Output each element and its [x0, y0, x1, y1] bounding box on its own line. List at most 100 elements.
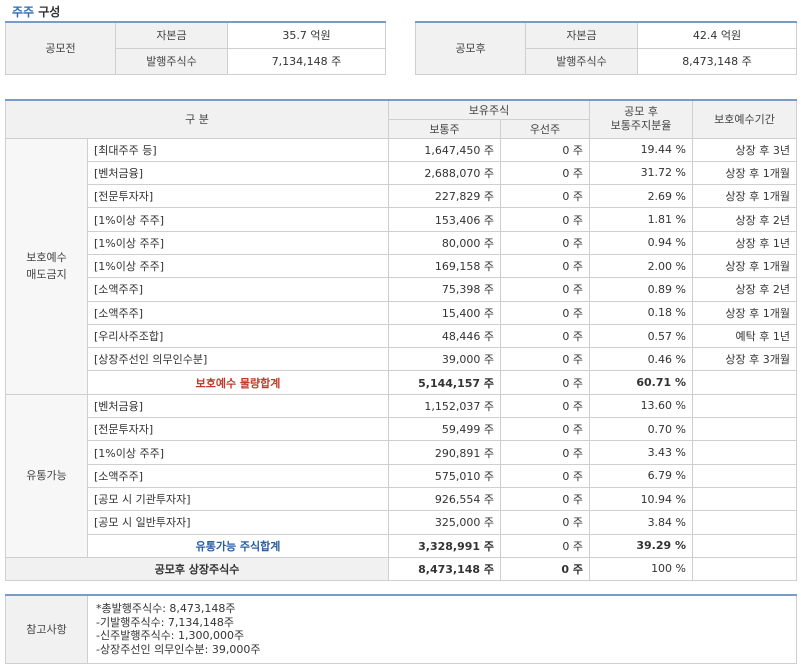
ownership-ratio: 6.79 %: [589, 463, 694, 488]
lockup-period: 상장 후 1개월: [692, 160, 798, 186]
capital-after-shares-value: 8,473,148 주: [637, 47, 797, 75]
lockup-period-empty: [692, 486, 798, 512]
grand-total-period-empty: [692, 556, 798, 582]
grand-total-common: 8,473,148 주: [388, 556, 501, 582]
lockup-period: 예탁 후 1년: [692, 323, 798, 349]
ownership-ratio: 3.84 %: [589, 510, 694, 535]
ownership-ratio: 0.89 %: [589, 277, 694, 302]
tradable-subtotal-ratio: 39.29 %: [589, 533, 694, 558]
tradable-group-label: 유통가능: [5, 393, 88, 558]
preferred-shares: 0 주: [499, 137, 591, 162]
common-shares: 80,000 주: [388, 230, 501, 255]
lockup-period-empty: [692, 463, 798, 488]
page-title-rest: 구성: [34, 5, 61, 19]
ownership-ratio: 0.94 %: [589, 230, 694, 255]
header-holdings: 보유주식: [387, 99, 591, 120]
common-shares: 1,647,450 주: [388, 137, 501, 162]
notes-table: 참고사항 *총발행주식수: 8,473,148주 -기발행주식수: 7,134,1…: [5, 594, 797, 664]
common-shares: 153,406 주: [388, 207, 501, 232]
ownership-ratio: 0.70 %: [589, 417, 694, 442]
lockup-period: 상장 후 1년: [692, 230, 798, 255]
capital-after-table: 공모후 자본금 42.4 억원 발행주식수 8,473,148 주: [415, 21, 797, 75]
lockup-period: 상장 후 3년: [692, 137, 798, 162]
tradable-subtotal-preferred: 0 주: [499, 533, 591, 558]
preferred-shares: 0 주: [499, 300, 591, 325]
ownership-ratio: 31.72 %: [589, 160, 694, 186]
lockup-period: 상장 후 1개월: [692, 300, 798, 325]
capital-after-capital-value: 42.4 억원: [637, 21, 797, 49]
page-title: 주주 구성: [12, 3, 60, 20]
common-shares: 2,688,070 주: [388, 160, 501, 186]
holder-name: [1%이상 주주]: [87, 253, 389, 279]
common-shares: 48,446 주: [388, 323, 501, 349]
header-ratio: 공모 후 보통주지분율: [589, 99, 694, 139]
holder-name: [공모 시 일반투자자]: [87, 510, 389, 535]
holder-name: [1%이상 주주]: [87, 230, 389, 255]
locked-group-line1: 보호예수: [26, 251, 67, 265]
notes-label: 참고사항: [5, 594, 88, 664]
holder-name: [소액주주]: [87, 277, 389, 302]
holder-name: [벤처금융]: [87, 160, 389, 186]
capital-before-capital-label: 자본금: [115, 21, 228, 49]
common-shares: 290,891 주: [388, 440, 501, 465]
lockup-period: 상장 후 3개월: [692, 347, 798, 372]
lockup-period: 상장 후 1개월: [692, 253, 798, 279]
capital-after-label: 공모후: [415, 21, 526, 75]
lockup-period-empty: [692, 417, 798, 442]
preferred-shares: 0 주: [499, 463, 591, 488]
common-shares: 325,000 주: [388, 510, 501, 535]
note-line: -기발행주식수: 7,134,148주: [96, 615, 234, 629]
locked-subtotal-common: 5,144,157 주: [388, 370, 501, 395]
preferred-shares: 0 주: [499, 207, 591, 232]
capital-before-capital-value: 35.7 억원: [227, 21, 386, 49]
capital-before-label: 공모전: [5, 21, 116, 75]
common-shares: 15,400 주: [388, 300, 501, 325]
holder-name: [벤처금융]: [87, 393, 389, 419]
common-shares: 926,554 주: [388, 486, 501, 512]
common-shares: 169,158 주: [388, 253, 501, 279]
capital-before-shares-value: 7,134,148 주: [227, 47, 386, 75]
holder-name: [소액주주]: [87, 463, 389, 488]
header-common: 보통주: [388, 118, 501, 139]
capital-after-shares-label: 발행주식수: [525, 47, 638, 75]
grand-total-ratio: 100 %: [589, 556, 694, 582]
lockup-period-empty: [692, 393, 798, 419]
preferred-shares: 0 주: [499, 230, 591, 255]
common-shares: 75,398 주: [388, 277, 501, 302]
locked-subtotal-preferred: 0 주: [499, 370, 591, 395]
grand-total-label: 공모후 상장주식수: [5, 556, 389, 582]
preferred-shares: 0 주: [499, 393, 591, 419]
page-title-accent: 주주: [12, 5, 35, 19]
tradable-subtotal-period-empty: [692, 533, 798, 558]
header-ratio-line2: 보통주지분율: [610, 119, 672, 133]
capital-after-capital-label: 자본금: [525, 21, 638, 49]
preferred-shares: 0 주: [499, 510, 591, 535]
preferred-shares: 0 주: [499, 347, 591, 372]
preferred-shares: 0 주: [499, 184, 591, 209]
ownership-ratio: 10.94 %: [589, 486, 694, 512]
header-ratio-line1: 공모 후: [624, 105, 658, 119]
holder-name: [전문투자자]: [87, 417, 389, 442]
ownership-ratio: 3.43 %: [589, 440, 694, 465]
locked-subtotal-label: 보호예수 물량합계: [87, 370, 389, 395]
holder-name: [1%이상 주주]: [87, 440, 389, 465]
ownership-ratio: 19.44 %: [589, 137, 694, 162]
lockup-period: 상장 후 2년: [692, 277, 798, 302]
tradable-subtotal-label: 유통가능 주식합계: [87, 533, 389, 558]
preferred-shares: 0 주: [499, 417, 591, 442]
common-shares: 575,010 주: [388, 463, 501, 488]
note-line: *총발행주식수: 8,473,148주: [96, 602, 236, 616]
